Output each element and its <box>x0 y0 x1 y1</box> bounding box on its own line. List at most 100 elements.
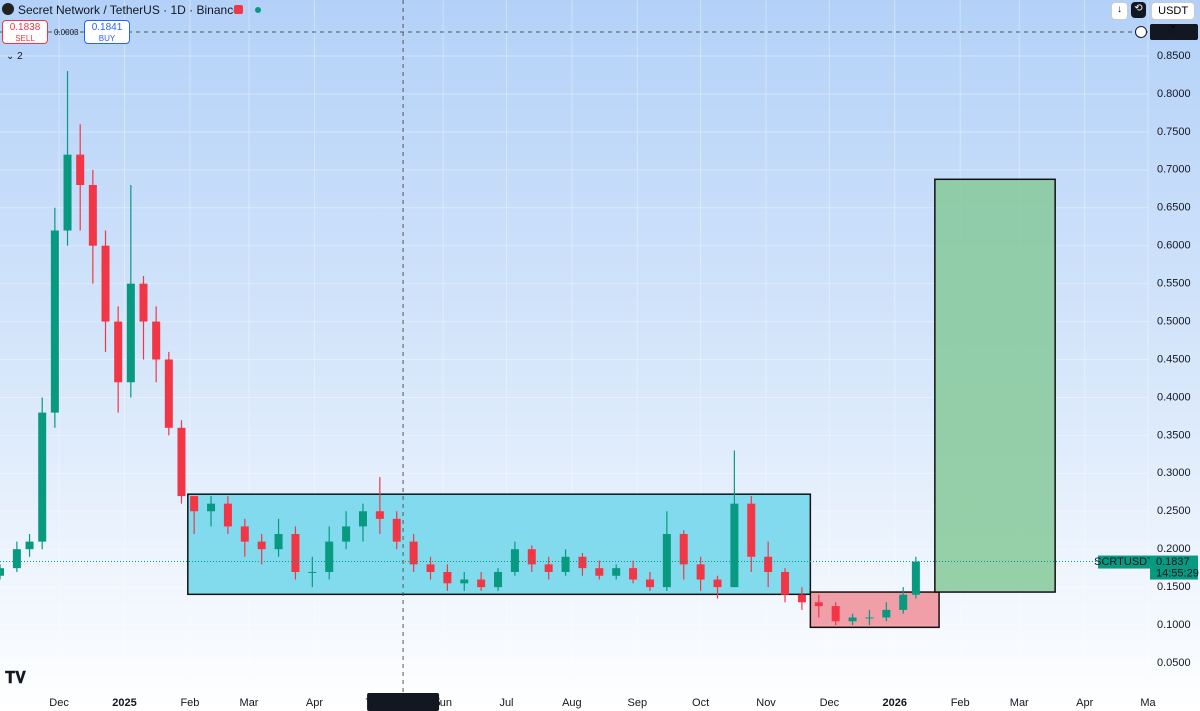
x-tick-label: Mar <box>240 697 259 709</box>
y-tick-label: 0.8500 <box>1157 50 1191 62</box>
candle-body <box>257 541 266 550</box>
crosshair-price-tag <box>1150 23 1198 40</box>
indicators-count: 2 <box>17 51 23 62</box>
x-tick-label: Mar <box>1010 697 1029 709</box>
candle-body <box>101 245 110 322</box>
y-tick-label: 0.8000 <box>1157 88 1191 100</box>
y-tick-label: 0.0500 <box>1157 657 1191 669</box>
candle-body <box>561 556 570 572</box>
candle-body <box>612 568 621 576</box>
y-tick-label: 0.3500 <box>1157 429 1191 441</box>
countdown: 14:55:29 <box>1156 567 1199 579</box>
candle-body <box>713 579 722 588</box>
x-tick-label: Oct <box>692 697 709 709</box>
x-tick-label: 2026 <box>883 697 907 709</box>
buy-button[interactable]: 0.1841 BUY <box>84 20 130 44</box>
candle-body <box>595 568 604 576</box>
y-tick-label: 0.6500 <box>1157 202 1191 214</box>
y-tick-label: 0.4500 <box>1157 353 1191 365</box>
flag[interactable] <box>234 5 243 14</box>
x-tick-label: Ma <box>1140 697 1156 709</box>
candle-body <box>764 556 773 572</box>
add-alert <box>1135 25 1147 38</box>
range-box <box>809 591 940 629</box>
candle-body <box>63 154 72 231</box>
candle-body <box>38 412 47 542</box>
candle-body <box>781 571 790 595</box>
download-button[interactable]: ↓ <box>1111 2 1128 20</box>
candle-body <box>797 594 806 603</box>
x-tick-label: 2025 <box>112 697 136 709</box>
candle-body <box>578 556 587 569</box>
range-box <box>934 178 1056 593</box>
x-tick-label: Apr <box>306 697 323 709</box>
y-tick-label: 0.2000 <box>1157 543 1191 555</box>
symbol-tag <box>1098 555 1150 569</box>
price-tag <box>1150 555 1198 580</box>
candle-body <box>0 568 4 576</box>
tv-logo[interactable]: 𝐓𝐕 <box>5 670 26 687</box>
crosshair-date-tag <box>367 693 440 711</box>
crosshair-date: Tue 13 May '25 <box>366 697 441 709</box>
candle-body <box>645 579 654 588</box>
candle-body <box>814 602 823 607</box>
status-dot <box>255 7 261 13</box>
symbol-title[interactable]: Secret Network / TetherUS · 1D · Binance <box>18 3 240 17</box>
candle-body <box>831 606 840 622</box>
y-tick-label: 0.5500 <box>1157 278 1191 290</box>
candle-body <box>392 518 401 542</box>
candle-body <box>409 541 418 565</box>
currency-button[interactable]: USDT ⌄ <box>1151 2 1195 31</box>
y-tick-label: 0.1500 <box>1157 581 1191 593</box>
candle-body <box>177 427 186 497</box>
candle-body <box>274 534 283 550</box>
candle-body <box>342 526 351 542</box>
crosshair-price: 0.8817 <box>1155 26 1189 38</box>
candle-body <box>899 594 908 610</box>
sell-button[interactable]: 0.1838 SELL <box>2 20 48 44</box>
spread: 0.0003 <box>54 28 79 37</box>
symbol-logo <box>2 3 14 15</box>
candle-body <box>223 503 232 527</box>
candle-body <box>358 511 367 527</box>
buy-price: 0.1841 <box>91 22 123 33</box>
candle-body <box>544 564 553 572</box>
candle-body <box>207 503 216 512</box>
y-tick-label: 0.7500 <box>1157 126 1191 138</box>
indicator-toggle[interactable]: ⌄ 2 <box>6 51 23 62</box>
currency: USDT <box>1158 5 1188 17</box>
candle-body <box>12 549 21 569</box>
sync-button[interactable]: ⟲ <box>1131 2 1146 18</box>
candle-body <box>662 534 671 588</box>
y-tick-label: 0.2500 <box>1157 505 1191 517</box>
x-tick-label: Apr <box>1076 697 1093 709</box>
candle-body <box>882 609 891 618</box>
candle-body <box>460 579 469 584</box>
sell-price: 0.1838 <box>9 22 41 33</box>
y-tick-label: 0.5000 <box>1157 315 1191 327</box>
candle-body <box>76 154 85 185</box>
x-tick-label: Feb <box>951 697 970 709</box>
last-price-label: 0.1837 <box>1156 556 1190 568</box>
x-tick-label: Aug <box>562 697 582 709</box>
sell-label: SELL <box>15 34 35 43</box>
candle-body <box>679 534 688 565</box>
candle-body <box>325 541 334 572</box>
y-tick-label: 0.4000 <box>1157 391 1191 403</box>
x-tick-label: Sep <box>628 697 648 709</box>
candle-body <box>114 321 123 383</box>
symbol-label: SCRTUSDT <box>1094 556 1154 568</box>
x-tick-label: Feb <box>180 697 199 709</box>
candle-body <box>527 549 536 565</box>
candle-body <box>308 571 317 573</box>
y-tick-label: 0.6000 <box>1157 240 1191 252</box>
y-tick-label: 0.1000 <box>1157 619 1191 631</box>
candle-body <box>25 541 34 550</box>
x-tick-label: Dec <box>820 697 840 709</box>
candle-body <box>291 534 300 572</box>
candle-body <box>848 617 857 622</box>
candle-body <box>88 184 97 246</box>
candle-body <box>747 503 756 557</box>
